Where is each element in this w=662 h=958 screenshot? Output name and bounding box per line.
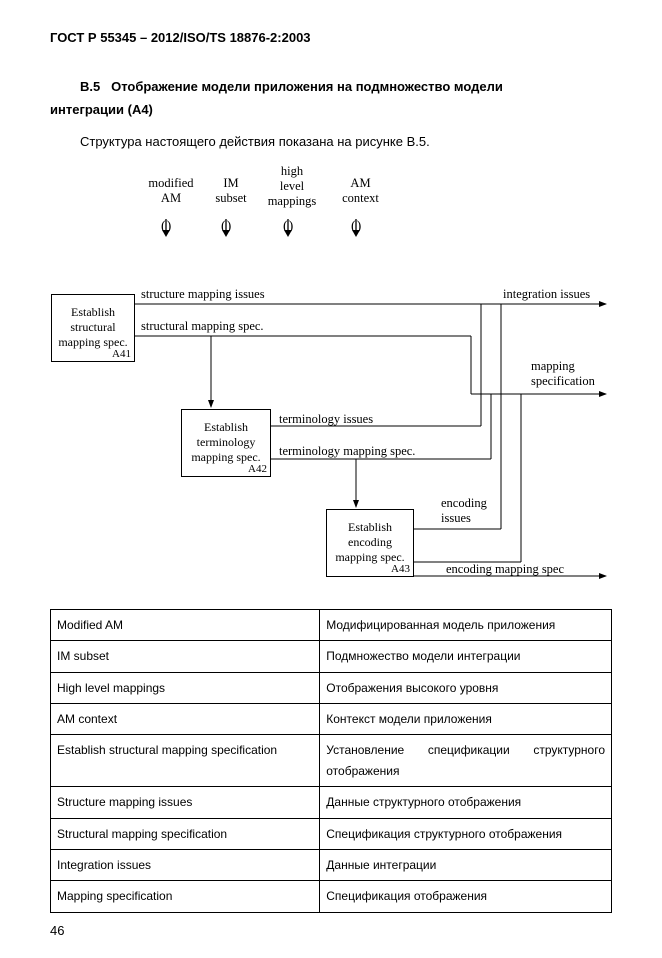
table-row: Mapping specificationСпецификация отобра… [51, 881, 612, 912]
table-cell-en: Structural mapping specification [51, 818, 320, 849]
section-title-l1: Отображение модели приложения на подмнож… [111, 79, 503, 94]
translation-table: Modified AMМодифицированная модель прило… [50, 609, 612, 913]
diagram-connectors [51, 164, 611, 594]
diagram: modifiedAM IMsubset highlevelmappings AM… [51, 164, 611, 594]
table-cell-en: Mapping specification [51, 881, 320, 912]
table-cell-ru: Спецификация структурного отображения [320, 818, 612, 849]
table-cell-ru: Данные структурного отображения [320, 787, 612, 818]
table-row: Structure mapping issuesДанные структурн… [51, 787, 612, 818]
table-cell-en: AM context [51, 703, 320, 734]
table-cell-en: High level mappings [51, 672, 320, 703]
table-cell-ru: Отображения высокого уровня [320, 672, 612, 703]
table-cell-en: Integration issues [51, 849, 320, 880]
table-cell-en: Establish structural mapping specificati… [51, 735, 320, 787]
table-row: High level mappingsОтображения высокого … [51, 672, 612, 703]
intro-text: Структура настоящего действия показана н… [50, 134, 612, 149]
table-row: Structural mapping specificationСпецифик… [51, 818, 612, 849]
table-cell-ru: Контекст модели приложения [320, 703, 612, 734]
page-number: 46 [50, 923, 612, 938]
table-cell-ru: Спецификация отображения [320, 881, 612, 912]
table-cell-ru: Данные интеграции [320, 849, 612, 880]
table-row: AM contextКонтекст модели приложения [51, 703, 612, 734]
section-title-l2: интеграции (А4) [50, 102, 153, 117]
doc-header: ГОСТ Р 55345 – 2012/ISO/TS 18876-2:2003 [50, 30, 612, 45]
table-cell-en: Structure mapping issues [51, 787, 320, 818]
table-row: Establish structural mapping specificati… [51, 735, 612, 787]
table-cell-ru: Установление спецификации структурного о… [320, 735, 612, 787]
section-title: В.5 Отображение модели приложения на под… [50, 75, 612, 122]
table-row: Integration issuesДанные интеграции [51, 849, 612, 880]
section-num: В.5 [80, 79, 100, 94]
